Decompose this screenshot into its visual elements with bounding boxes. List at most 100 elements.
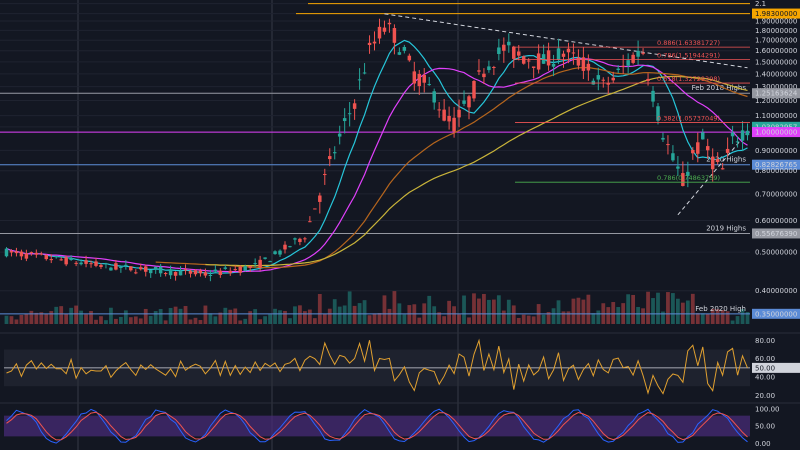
- candle-body: [546, 50, 551, 66]
- volume-bar: [74, 305, 79, 324]
- volume-bar: [183, 306, 188, 324]
- volume-bar: [720, 310, 725, 324]
- candle-body: [467, 96, 471, 108]
- volume-bar: [39, 312, 44, 324]
- candle-body: [372, 41, 377, 44]
- candle-body: [452, 117, 456, 132]
- volume-bar: [49, 311, 54, 324]
- price-tick-label: 1.80000000: [755, 27, 797, 35]
- volume-bar: [14, 319, 19, 324]
- candle-body: [581, 57, 586, 71]
- price-tick-label: 1.70000000: [755, 37, 797, 45]
- volume-bar: [501, 310, 506, 324]
- volume-bar: [506, 299, 511, 324]
- candle-body: [337, 133, 342, 137]
- price-tick-label: 1.60000000: [755, 47, 797, 55]
- volume-bar: [740, 308, 745, 324]
- volume-bar: [233, 308, 238, 324]
- price-label: 0.35000000: [755, 310, 797, 318]
- candle-body: [69, 257, 73, 260]
- candle-body: [457, 109, 461, 118]
- candle-body: [24, 253, 29, 259]
- stoch-rsi-panel[interactable]: 100.00 50.00 0.00: [0, 402, 800, 448]
- volume-bar: [114, 318, 118, 324]
- price-tick-label: 0.90000000: [755, 147, 797, 155]
- volume-bar: [432, 306, 437, 324]
- price-label-box: [752, 88, 800, 99]
- rsi-tick-label: 80.00: [755, 337, 775, 345]
- volume-bar: [407, 305, 412, 324]
- candle-body: [696, 142, 700, 154]
- candle-body: [203, 272, 208, 276]
- ma-slow-line: [205, 75, 748, 267]
- volume-bar: [138, 318, 143, 324]
- volume-bar: [616, 307, 621, 324]
- volume-bar: [307, 309, 312, 324]
- candle-body: [124, 264, 128, 266]
- candle-body: [666, 144, 670, 146]
- candle-body: [153, 266, 158, 270]
- candle-body: [596, 75, 601, 80]
- candle-body: [442, 109, 446, 121]
- volume-bar: [576, 297, 581, 324]
- volume-bar: [551, 308, 556, 324]
- volume-bar: [99, 316, 103, 324]
- price-label-box: [752, 159, 800, 170]
- candle-body: [288, 246, 292, 248]
- price-label: 1.98300000: [755, 10, 797, 18]
- price-label-box: [752, 127, 800, 138]
- volume-bar: [606, 307, 611, 324]
- candle-body: [313, 208, 317, 210]
- candle-body: [601, 79, 606, 81]
- candle-body: [84, 260, 88, 264]
- volume-bar: [745, 312, 750, 324]
- volume-bar: [487, 299, 491, 324]
- volume-bar: [666, 292, 670, 324]
- candle-body: [536, 53, 541, 70]
- volume-bar: [238, 320, 243, 324]
- candle-body: [193, 270, 198, 275]
- candle-body: [556, 48, 561, 61]
- candle-body: [357, 79, 362, 81]
- volume-bar: [631, 294, 636, 324]
- volume-bar: [24, 313, 29, 324]
- volume-bar: [730, 320, 735, 324]
- candle-body: [283, 244, 287, 250]
- candle-body: [298, 238, 302, 243]
- trendlines: [384, 13, 748, 216]
- volume-bar: [208, 313, 213, 324]
- volume-bar: [690, 293, 695, 324]
- candle-body: [158, 266, 163, 274]
- candle-body: [44, 254, 49, 260]
- candle-body: [129, 266, 133, 271]
- volume-bar: [148, 315, 153, 324]
- volume-bar: [372, 313, 377, 324]
- volume-bar: [521, 314, 526, 324]
- candle-body: [253, 263, 257, 265]
- volume-bar: [218, 312, 223, 324]
- volume-bar: [402, 314, 407, 324]
- price-tick-label: 1.40000000: [755, 70, 797, 78]
- price-label: 0.82826765: [755, 161, 797, 169]
- volume-bar: [258, 319, 263, 324]
- candle-body: [740, 130, 745, 141]
- volume-bar: [661, 311, 665, 324]
- candle-body: [34, 252, 39, 255]
- candle-body: [616, 68, 620, 70]
- candle-body: [114, 263, 118, 270]
- level-tag: 2019 Highs: [706, 224, 746, 232]
- volume-bar: [705, 313, 710, 324]
- candle-body: [347, 113, 352, 115]
- candle-body: [318, 195, 322, 202]
- volume-bar: [491, 299, 496, 324]
- candle-body: [258, 259, 262, 268]
- volume-bar: [118, 316, 123, 324]
- candle-body: [328, 156, 332, 160]
- candle-body: [606, 83, 611, 85]
- volume-bar: [566, 311, 571, 324]
- volume-bar: [322, 313, 327, 324]
